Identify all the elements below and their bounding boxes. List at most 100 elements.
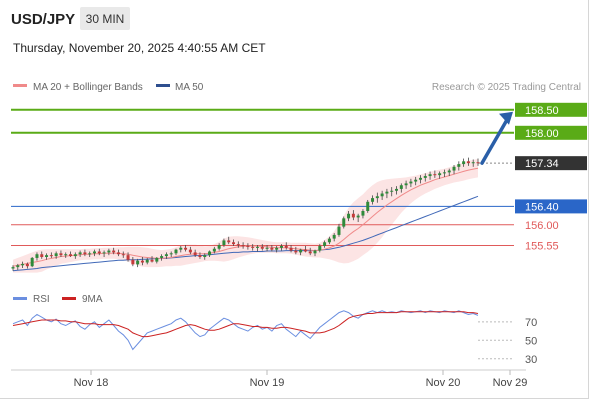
level-label-3: 156.40 xyxy=(525,201,559,213)
candle-body xyxy=(212,248,216,252)
forecast-arrow-head xyxy=(499,111,513,125)
candle-body xyxy=(16,265,20,268)
candle-body xyxy=(222,240,226,246)
candle-body xyxy=(265,247,269,249)
x-tick-label-0: Nov 18 xyxy=(74,377,109,389)
candle-body xyxy=(11,267,15,269)
candle-body xyxy=(251,246,255,248)
candle-body xyxy=(476,162,480,164)
rsi-ma-line xyxy=(12,311,479,338)
candle-body xyxy=(361,211,365,216)
candle-body xyxy=(327,238,331,243)
candle-body xyxy=(198,255,202,257)
level-label-1: 158.00 xyxy=(525,128,559,140)
candle-body xyxy=(78,252,82,255)
candle-body xyxy=(145,259,149,263)
candle-body xyxy=(457,164,461,167)
candle-body xyxy=(246,245,250,247)
level-box-1 xyxy=(515,125,587,140)
candle-body xyxy=(203,255,207,257)
candle-body xyxy=(375,196,379,199)
rsi-legend-swatch xyxy=(13,297,27,300)
candle-body xyxy=(184,247,188,250)
candle-body xyxy=(217,245,221,249)
candle-body xyxy=(155,257,159,262)
candle-body xyxy=(303,249,307,252)
candle-body xyxy=(409,181,413,184)
current-price-label: 157.34 xyxy=(525,158,559,170)
candle-body xyxy=(318,245,322,251)
symbol-title: USD/JPY xyxy=(11,11,75,28)
candle-body xyxy=(313,250,317,254)
ma50-legend-label: MA 50 xyxy=(175,82,204,93)
ma50-line xyxy=(12,195,479,272)
candle-body xyxy=(40,254,44,257)
level-label-5: 155.55 xyxy=(525,241,559,253)
candle-body xyxy=(466,161,470,164)
current-price-box xyxy=(515,156,587,171)
candle-body xyxy=(347,213,351,219)
level-box-0 xyxy=(515,102,587,117)
candle-body xyxy=(73,254,77,257)
candle-body xyxy=(260,246,264,249)
candle-body xyxy=(83,252,87,255)
candle-body xyxy=(404,183,408,186)
candle-body xyxy=(366,201,370,211)
rsi-legend-label: RSI xyxy=(33,294,50,305)
candle-body xyxy=(270,247,274,250)
candle-body xyxy=(188,249,192,253)
candle-body xyxy=(418,177,422,180)
candle-body xyxy=(395,188,399,191)
candle-body xyxy=(275,247,279,250)
rsi-line xyxy=(12,310,479,351)
candle-body xyxy=(126,255,130,260)
timeframe-label: 30 MIN xyxy=(86,12,125,26)
candle-body xyxy=(160,256,164,258)
rsi-tick-0: 70 xyxy=(525,317,537,329)
candle-body xyxy=(351,213,355,218)
candle-body xyxy=(299,249,303,253)
candle-body xyxy=(208,251,212,256)
candle-body xyxy=(107,250,111,253)
forecast-arrow-shaft xyxy=(480,118,509,165)
x-tick-label-2: Nov 20 xyxy=(426,377,461,389)
rsi-ma-legend-label: 9MA xyxy=(82,294,103,305)
level-label-0: 158.50 xyxy=(525,105,559,117)
candle-body xyxy=(284,245,288,248)
candle-body xyxy=(452,166,456,171)
x-axis: Nov 18 Nov 19 Nov 20 Nov 29 xyxy=(74,370,528,389)
header-divider xyxy=(0,36,590,71)
candle-body xyxy=(150,259,154,262)
candle-body xyxy=(64,254,68,256)
candle-body xyxy=(169,253,173,255)
level-box-3 xyxy=(515,199,587,214)
candle-body xyxy=(131,259,135,265)
ma50-legend-swatch xyxy=(156,84,170,87)
candle-body xyxy=(433,174,437,176)
source-label: Research © 2025 Trading Central xyxy=(432,82,581,93)
candle-body xyxy=(25,263,29,267)
candle-body xyxy=(193,252,197,256)
x-tick-label-3: Nov 29 xyxy=(493,377,528,389)
candle-body xyxy=(45,255,49,257)
candle-body xyxy=(121,254,125,256)
candle-body xyxy=(438,173,442,176)
candle-body xyxy=(92,251,96,254)
rsi-panel: 70 50 30 xyxy=(12,310,537,366)
ma20-legend-swatch xyxy=(13,84,27,87)
candle-body xyxy=(54,253,58,257)
price-panel: 158.50 158.00 157.34 156.40 156.00 155.55 xyxy=(11,102,587,273)
candle-body xyxy=(294,250,298,253)
candle-body xyxy=(390,190,394,192)
candle-body xyxy=(323,242,327,246)
candle-body xyxy=(447,170,451,173)
candle-body xyxy=(279,245,283,248)
candle-body xyxy=(462,161,466,165)
candle-body xyxy=(102,252,106,254)
candle-body xyxy=(232,242,236,245)
candle-body xyxy=(399,185,403,189)
candle-body xyxy=(414,179,418,182)
candle-body xyxy=(337,226,341,235)
